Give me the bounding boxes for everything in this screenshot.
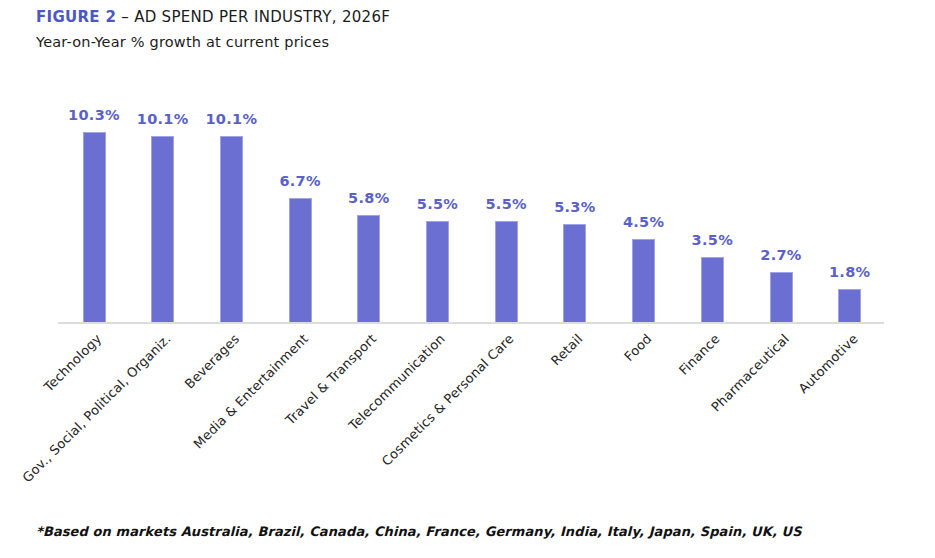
x-axis-label-automotive: Automotive [795,331,860,396]
bar-value-label-food: 4.5% [599,214,689,230]
bar-cosmetics-personal-care [495,221,518,322]
x-axis-label-cosmetics-personal-care: Cosmetics & Personal Care [379,331,517,469]
x-axis-label-gov-social-political-organiz: Gov., Social, Political, Organiz. [19,331,173,485]
bar-chart: 10.3%Technology10.1%Gov., Social, Politi… [0,0,935,558]
bar-technology [83,132,106,322]
bar-food [632,239,655,322]
bar-value-label-retail: 5.3% [530,199,620,215]
x-axis-label-food: Food [621,331,654,364]
bar-retail [563,224,586,322]
footnote: *Based on markets Australia, Brazil, Can… [36,524,802,539]
x-axis-line [58,322,884,324]
bar-value-label-finance: 3.5% [667,232,757,248]
bar-value-label-media-entertainment: 6.7% [255,173,345,189]
x-axis-label-beverages: Beverages [181,331,242,392]
bar-automotive [838,289,861,322]
bar-finance [701,257,724,322]
bar-media-entertainment [289,198,312,322]
x-axis-label-retail: Retail [548,331,585,368]
bar-value-label-beverages: 10.1% [186,111,276,127]
bar-beverages [220,136,243,322]
bar-value-label-pharmaceutical: 2.7% [736,247,826,263]
bar-telecommunication [426,221,449,322]
x-axis-label-media-entertainment: Media & Entertainment [190,331,311,452]
bar-gov-social-political-organiz [151,136,174,322]
figure-page: FIGURE 2 – AD SPEND PER INDUSTRY, 2026F … [0,0,935,558]
bar-value-label-automotive: 1.8% [805,264,895,280]
bar-pharmaceutical [770,272,793,322]
x-axis-label-technology: Technology [41,331,105,395]
x-axis-label-finance: Finance [676,331,723,378]
bar-travel-transport [357,215,380,322]
